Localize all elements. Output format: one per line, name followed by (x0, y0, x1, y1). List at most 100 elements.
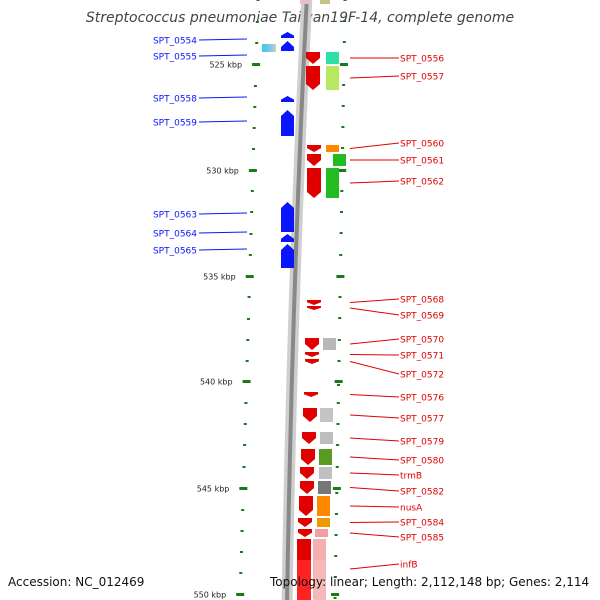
scale-dot (245, 360, 249, 362)
gene-label-plus[interactable]: trmB (400, 472, 422, 482)
gene-label-minus[interactable]: SPT_0559 (153, 119, 197, 129)
gene-arrow-plus[interactable] (300, 481, 314, 494)
scale-dot (243, 423, 247, 425)
scale-tick (339, 63, 348, 66)
scale-dot (243, 444, 247, 446)
gene-arrow-plus[interactable] (305, 338, 319, 350)
gene-arrow-plus[interactable] (307, 300, 321, 305)
scale-tick-label: 540 kbp (200, 378, 233, 387)
gene-label-plus[interactable]: SPT_0580 (400, 457, 444, 467)
feature-annotation (326, 145, 339, 152)
scale-dot (252, 148, 256, 150)
gene-arrow-plus[interactable] (306, 66, 320, 90)
gene-label-leader (349, 505, 400, 508)
gene-body (297, 560, 311, 600)
accession-label: Accession: NC_012469 (8, 575, 145, 589)
scale-dot (339, 232, 343, 234)
gene-arrow-minus[interactable] (281, 202, 294, 232)
gene-label-leader (349, 456, 400, 461)
gene-arrow-plus[interactable] (298, 529, 312, 537)
gene-arrow-plus[interactable] (307, 306, 321, 310)
gene-label-leader (349, 338, 400, 345)
gene-label-minus[interactable]: SPT_0554 (153, 37, 197, 47)
scale-tick (332, 487, 341, 490)
scale-dot (253, 85, 257, 87)
gene-label-leader (349, 437, 400, 442)
gene-label-minus[interactable]: SPT_0555 (153, 53, 197, 63)
gene-label-plus[interactable]: SPT_0570 (400, 336, 444, 346)
feature-annotation (318, 481, 331, 494)
gene-label-plus[interactable]: SPT_0584 (400, 519, 444, 529)
gene-arrow-plus[interactable] (307, 154, 321, 166)
scale-tick (252, 63, 261, 66)
gene-label-plus[interactable]: SPT_0568 (400, 296, 444, 306)
gene-label-plus[interactable]: SPT_0585 (400, 534, 444, 544)
feature-annotation (323, 338, 336, 350)
gene-arrow-plus[interactable] (307, 168, 321, 198)
gene-label-minus[interactable]: SPT_0563 (153, 211, 197, 221)
gene-arrow-plus[interactable] (305, 359, 319, 364)
feature-annotation (317, 496, 330, 516)
gene-label-minus[interactable]: SPT_0558 (153, 95, 197, 105)
scale-dot (252, 127, 256, 129)
gene-arrow-plus[interactable] (304, 392, 318, 397)
gene-label-minus[interactable]: SPT_0565 (153, 247, 197, 257)
scale-dot (250, 211, 254, 213)
gene-arrow-minus[interactable] (281, 41, 294, 51)
genome-summary-label: Topology: linear; Length: 2,112,148 bp; … (270, 575, 590, 589)
gene-arrow-plus[interactable] (303, 408, 317, 422)
scale-tick-label: 550 kbp (194, 591, 227, 600)
scale-tick-label: 530 kbp (206, 167, 239, 176)
scale-dot (239, 572, 243, 574)
feature-annotation (315, 529, 328, 537)
gene-label-plus[interactable]: SPT_0577 (400, 415, 444, 425)
scale-dot (333, 597, 337, 599)
scale-dot (341, 147, 345, 149)
scale-tick (334, 380, 343, 383)
gene-label-plus[interactable]: infB (400, 561, 418, 571)
gene-arrow-plus[interactable] (299, 496, 313, 516)
gene-arrow-plus[interactable] (298, 518, 312, 527)
gene-label-plus[interactable]: SPT_0576 (400, 394, 444, 404)
gene-arrow-plus[interactable] (300, 467, 314, 479)
gene-arrow-minus[interactable] (281, 96, 294, 102)
scale-tick (336, 275, 345, 278)
gene-label-plus[interactable]: SPT_0572 (400, 371, 444, 381)
scale-dot (242, 466, 246, 468)
gene-label-leader (198, 120, 248, 123)
gene-arrow-minus[interactable] (281, 110, 294, 136)
gene-label-leader (349, 394, 400, 398)
gene-label-leader (198, 231, 248, 234)
scale-dot (244, 402, 248, 404)
gene-label-leader (349, 532, 400, 538)
gene-arrow-plus[interactable] (301, 449, 315, 465)
feature-annotation (326, 168, 339, 198)
gene-label-plus[interactable]: SPT_0561 (400, 157, 444, 167)
gene-arrow-plus[interactable] (306, 52, 320, 64)
gene-label-leader (349, 307, 400, 316)
gene-label-plus[interactable]: SPT_0557 (400, 73, 444, 83)
gene-arrow-plus[interactable] (307, 145, 321, 152)
scale-tick (236, 593, 245, 596)
feature-annotation (326, 66, 339, 90)
feature-annotation (320, 408, 333, 422)
gene-label-plus[interactable]: SPT_0579 (400, 438, 444, 448)
feature-fragment (300, 0, 310, 4)
gene-label-plus[interactable]: SPT_0556 (400, 55, 444, 65)
gene-label-plus[interactable]: SPT_0582 (400, 488, 444, 498)
gene-label-plus[interactable]: SPT_0569 (400, 312, 444, 322)
gene-arrow-minus[interactable] (281, 244, 294, 268)
gene-arrow-minus[interactable] (281, 234, 294, 242)
gene-arrow-plus[interactable] (305, 352, 319, 357)
gene-arrow-plus[interactable] (302, 432, 316, 444)
gene-label-plus[interactable]: nusA (400, 504, 423, 514)
gene-label-leader (349, 354, 400, 356)
scale-dot (339, 211, 343, 213)
gene-label-plus[interactable]: SPT_0571 (400, 352, 444, 362)
gene-label-minus[interactable]: SPT_0564 (153, 230, 197, 240)
gene-label-plus[interactable]: SPT_0560 (400, 140, 444, 150)
gene-arrow-minus[interactable] (281, 32, 294, 38)
gene-label-plus[interactable]: SPT_0562 (400, 178, 444, 188)
